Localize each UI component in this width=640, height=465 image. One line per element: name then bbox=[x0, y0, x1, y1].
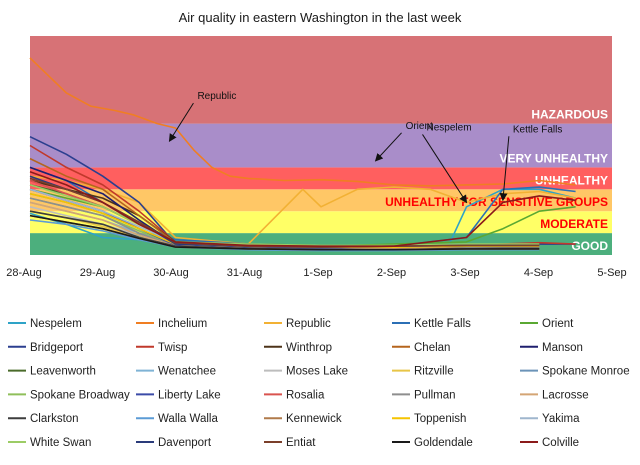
annotation-label-kettle-falls: Kettle Falls bbox=[513, 124, 562, 135]
annotation-label-nespelem: Nespelem bbox=[427, 122, 472, 133]
legend-label-kettle-falls: Kettle Falls bbox=[414, 318, 471, 330]
annotation-arrow-orient bbox=[374, 132, 402, 162]
series-line-inchelium bbox=[29, 57, 576, 187]
x-axis-ticks: 28-Aug 29-Aug 30-Aug 31-Aug 1-Sep 2-Sep 3-Sep 4… bbox=[6, 267, 626, 279]
legend-label-chelan: Chelan bbox=[414, 342, 450, 354]
legend-label-nespelem: Nespelem bbox=[30, 318, 82, 330]
annotation-label-orient: Orient bbox=[406, 121, 433, 132]
band-label-good: GOOD bbox=[571, 239, 608, 253]
x-tick-label-1-sep: 1-Sep bbox=[303, 267, 332, 279]
legend-label-rosalia: Rosalia bbox=[286, 389, 325, 401]
legend-label-leavenworth: Leavenworth bbox=[30, 366, 96, 378]
legend-label-manson: Manson bbox=[542, 342, 583, 354]
legend-label-walla-walla: Walla Walla bbox=[158, 413, 218, 425]
legend-label-pullman: Pullman bbox=[414, 389, 456, 401]
legend-label-toppenish: Toppenish bbox=[414, 413, 466, 425]
legend-label-white-swan: White Swan bbox=[30, 437, 91, 449]
x-tick-label-31-aug: 31-Aug bbox=[227, 267, 262, 279]
band-label-unhealthy: UNHEALTHY bbox=[535, 173, 608, 187]
legend-label-republic: Republic bbox=[286, 318, 331, 330]
band-label-very-unhealthy: VERY UNHEALTHY bbox=[500, 151, 608, 165]
x-tick-label-28-aug: 28-Aug bbox=[6, 267, 41, 279]
legend-label-kennewick: Kennewick bbox=[286, 413, 342, 425]
legend-label-entiat: Entiat bbox=[286, 437, 316, 449]
legend-label-spokane-monroe: Spokane Monroe bbox=[542, 366, 630, 378]
legend-label-winthrop: Winthrop bbox=[286, 342, 332, 354]
legend-label-twisp: Twisp bbox=[158, 342, 187, 354]
x-tick-label-2-sep: 2-Sep bbox=[377, 267, 406, 279]
annotation-arrow-nespelem bbox=[422, 134, 468, 204]
band-unhealthy bbox=[30, 167, 612, 190]
legend-label-lacrosse: Lacrosse bbox=[542, 389, 589, 401]
legend-label-spokane-broadway: Spokane Broadway bbox=[30, 389, 130, 401]
legend-label-liberty-lake: Liberty Lake bbox=[158, 389, 221, 401]
x-tick-label-3-sep: 3-Sep bbox=[450, 267, 479, 279]
legend-label-clarkston: Clarkston bbox=[30, 413, 79, 425]
legend-label-colville: Colville bbox=[542, 437, 579, 449]
legend-label-moses-lake: Moses Lake bbox=[286, 366, 348, 378]
legend-label-bridgeport: Bridgeport bbox=[30, 342, 84, 354]
annotation-label-republic: Republic bbox=[197, 91, 236, 102]
legend: Nespelem Inchelium Republic Kettle Falls Ori… bbox=[8, 318, 630, 449]
x-tick-label-29-aug: 29-Aug bbox=[80, 267, 115, 279]
series-lines bbox=[29, 57, 576, 252]
x-tick-label-4-sep: 4-Sep bbox=[524, 267, 553, 279]
legend-label-yakima: Yakima bbox=[542, 413, 580, 425]
band-moderate bbox=[30, 211, 612, 234]
x-tick-label-5-sep: 5-Sep bbox=[597, 267, 626, 279]
band-label-hazardous: HAZARDOUS bbox=[531, 108, 608, 122]
band-very-unhealthy bbox=[30, 123, 612, 168]
legend-label-orient: Orient bbox=[542, 318, 574, 330]
series-line-goldendale bbox=[29, 214, 540, 251]
series-line-colville bbox=[29, 171, 576, 247]
chart-title: Air quality in eastern Washington in the… bbox=[179, 10, 462, 25]
legend-label-goldendale: Goldendale bbox=[414, 437, 473, 449]
x-tick-label-30-aug: 30-Aug bbox=[153, 267, 188, 279]
band-label-moderate: MODERATE bbox=[540, 217, 608, 231]
legend-label-inchelium: Inchelium bbox=[158, 318, 207, 330]
band-hazardous bbox=[30, 36, 612, 124]
legend-label-davenport: Davenport bbox=[158, 437, 212, 449]
annotation-arrow-kettle-falls bbox=[499, 136, 510, 202]
annotation-arrow-republic bbox=[168, 102, 194, 142]
legend-label-ritzville: Ritzville bbox=[414, 366, 454, 378]
band-label-unhealthy-for-sensitive-groups: UNHEALTHY FOR SENSITIVE GROUPS bbox=[385, 195, 608, 209]
legend-label-wenatchee: Wenatchee bbox=[158, 366, 216, 378]
aqi-bands: GOOD MODERATE UNHEALTHY FOR SENSITIVE GROU… bbox=[30, 36, 612, 255]
